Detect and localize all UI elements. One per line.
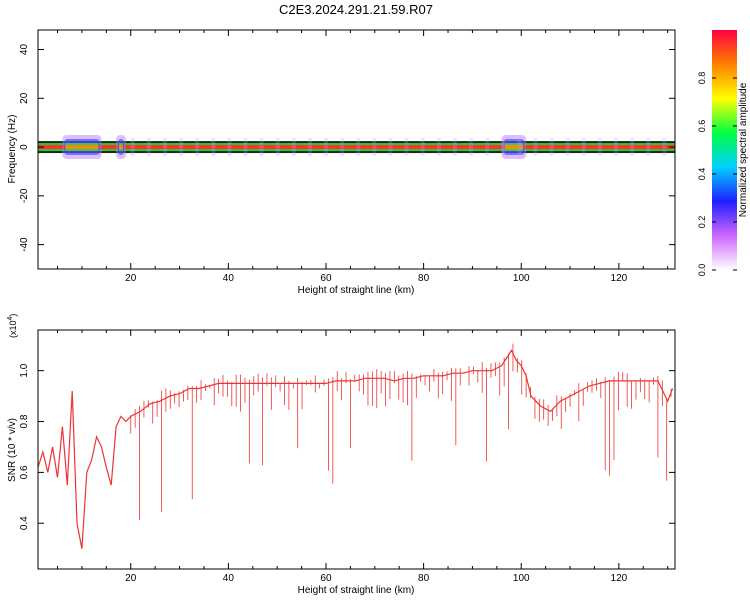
snr-scale-base: (x104) [7, 314, 18, 338]
spread-speckle [388, 138, 393, 157]
x-tick-label: 60 [320, 573, 332, 584]
spread-speckle [227, 138, 232, 157]
colorbar-ticks: 0.0 0.2 0.4 0.6 0.8 [697, 72, 737, 277]
spread-speckle [662, 138, 667, 157]
colorbar-tick-label: 0.2 [697, 216, 707, 229]
spread-speckle [130, 138, 135, 157]
snr-frame [37, 329, 676, 570]
spread-speckle [179, 138, 184, 157]
page-title: C2E3.2024.291.21.59.R07 [279, 2, 433, 17]
colorbar-tick-label: 0.8 [697, 72, 707, 85]
x-tick-label: 100 [513, 573, 530, 584]
spread-speckle [469, 138, 474, 157]
ridge-core [38, 145, 675, 150]
y-tick-label: 0 [19, 144, 30, 150]
snr-ylabel: SNR (10 * v/v) [7, 418, 18, 482]
spread-speckle [485, 138, 490, 157]
x-tick-label: 80 [418, 273, 430, 284]
x-tick-label: 100 [513, 273, 530, 284]
spectrogram-ticks: 20 40 60 80 100 120 -40 -20 0 20 40 [19, 30, 675, 284]
spread-speckle [517, 138, 522, 157]
spread-speckle [404, 138, 409, 157]
spread-speckle [162, 138, 167, 157]
spread-speckle [195, 138, 200, 157]
spectrogram-xlabel: Height of straight line (km) [298, 285, 415, 296]
snr-line-layer [37, 343, 674, 549]
snr-xlabel: Height of straight line (km) [298, 585, 415, 596]
spread-speckle [436, 138, 441, 157]
spread-speckle [211, 138, 216, 157]
x-tick-label: 120 [611, 273, 628, 284]
spread-speckle [565, 138, 570, 157]
spread-speckle [646, 138, 651, 157]
colorbar-tick-label: 0.0 [697, 264, 707, 277]
colorbar-gradient [712, 30, 737, 270]
x-tick-label: 60 [320, 273, 332, 284]
spectrogram-heat-layer [38, 135, 675, 160]
x-tick-label: 80 [418, 573, 430, 584]
x-tick-label: 20 [125, 273, 137, 284]
spread-speckle [291, 138, 296, 157]
colorbar-tick-label: 0.6 [697, 120, 707, 133]
spread-speckle [420, 138, 425, 157]
snr-series-line [37, 349, 674, 549]
y-tick-label: 1.0 [19, 363, 30, 377]
snr-ticks: 20 40 60 80 100 120 0.4 0.6 0.8 1.0 [19, 330, 675, 584]
spread-speckle [259, 138, 264, 157]
x-tick-label: 20 [125, 573, 137, 584]
spread-speckle [146, 138, 151, 157]
snr-scale-label: (x104) [7, 314, 18, 338]
colorbar: 0.0 0.2 0.4 0.6 0.8 Normalized spectral ampl… [697, 30, 749, 276]
spread-speckle [243, 138, 248, 157]
spread-region-hot [504, 145, 524, 150]
spectrogram-frame [37, 29, 676, 270]
y-tick-label: 40 [19, 44, 30, 56]
y-tick-label: -20 [19, 188, 30, 203]
spread-speckle [630, 138, 635, 157]
y-tick-label: 0.4 [19, 516, 30, 530]
spread-speckle [613, 138, 618, 157]
spread-speckle [597, 138, 602, 157]
spread-speckle [501, 138, 506, 157]
spread-speckle [340, 138, 345, 157]
spread-speckle [533, 138, 538, 157]
y-tick-label: 0.8 [19, 414, 30, 428]
y-tick-label: 20 [19, 92, 30, 104]
spread-speckle [452, 138, 457, 157]
colorbar-tick-label: 0.4 [697, 168, 707, 181]
spread-region-hot [65, 145, 99, 150]
spread-speckle [581, 138, 586, 157]
spectrogram-ylabel: Frequency (Hz) [7, 115, 18, 184]
snr-panel: 20 40 60 80 100 120 0.4 0.6 0.8 1.0 Height of str… [7, 314, 676, 596]
spread-region-hot [119, 145, 123, 150]
x-tick-label: 120 [611, 573, 628, 584]
spread-speckle [275, 138, 280, 157]
spread-speckle [307, 138, 312, 157]
spread-speckle [324, 138, 329, 157]
spectrogram-panel: 20 40 60 80 100 120 -40 -20 0 20 40 Height of stra… [7, 29, 676, 296]
spread-speckle [549, 138, 554, 157]
spread-speckle [356, 138, 361, 157]
y-tick-label: 0.6 [19, 465, 30, 479]
colorbar-label: Normalized spectral amplitude [738, 82, 749, 217]
y-tick-label: -40 [19, 237, 30, 252]
x-tick-label: 40 [223, 573, 235, 584]
snr-plot-area [38, 330, 675, 569]
x-tick-label: 40 [223, 273, 235, 284]
spread-speckle [372, 138, 377, 157]
